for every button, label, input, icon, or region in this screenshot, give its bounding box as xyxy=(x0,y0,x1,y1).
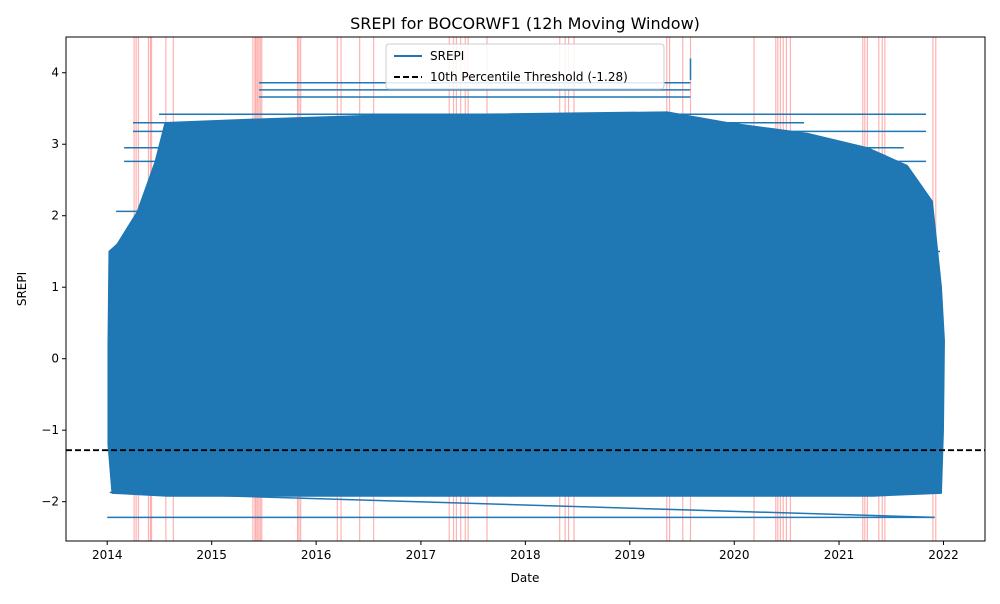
x-tick-label: 2016 xyxy=(301,548,332,562)
y-tick-label: −2 xyxy=(41,495,59,509)
series-tail-line xyxy=(109,491,935,519)
x-axis-label: Date xyxy=(511,571,540,585)
x-tick-label: 2017 xyxy=(406,548,437,562)
y-tick-label: 3 xyxy=(51,137,59,151)
x-tick-label: 2020 xyxy=(719,548,750,562)
legend-label-threshold: 10th Percentile Threshold (-1.28) xyxy=(430,70,628,84)
axes: 2014 2015 2016 2017 2018 2019 2020 2021 2022−2−1… xyxy=(41,36,986,562)
series-body xyxy=(107,111,945,497)
x-tick-label: 2022 xyxy=(928,548,959,562)
x-tick-label: 2014 xyxy=(92,548,123,562)
x-tick-label: 2021 xyxy=(824,548,855,562)
x-tick-label: 2019 xyxy=(615,548,646,562)
x-tick-label: 2018 xyxy=(510,548,541,562)
legend: SREPI 10th Percentile Threshold (-1.28) xyxy=(385,43,665,90)
series-srepi xyxy=(107,58,945,519)
y-tick-label: 0 xyxy=(51,352,59,366)
y-axis-label: SREPI xyxy=(15,272,29,306)
y-tick-label: −1 xyxy=(41,423,59,437)
legend-box xyxy=(385,43,665,90)
legend-label-srepi: SREPI xyxy=(430,49,464,63)
chart-title: SREPI for BOCORWF1 (12h Moving Window) xyxy=(350,14,700,33)
y-tick-label: 4 xyxy=(51,66,59,80)
y-tick-label: 1 xyxy=(51,280,59,294)
x-tick-label: 2015 xyxy=(196,548,227,562)
y-tick-label: 2 xyxy=(51,209,59,223)
